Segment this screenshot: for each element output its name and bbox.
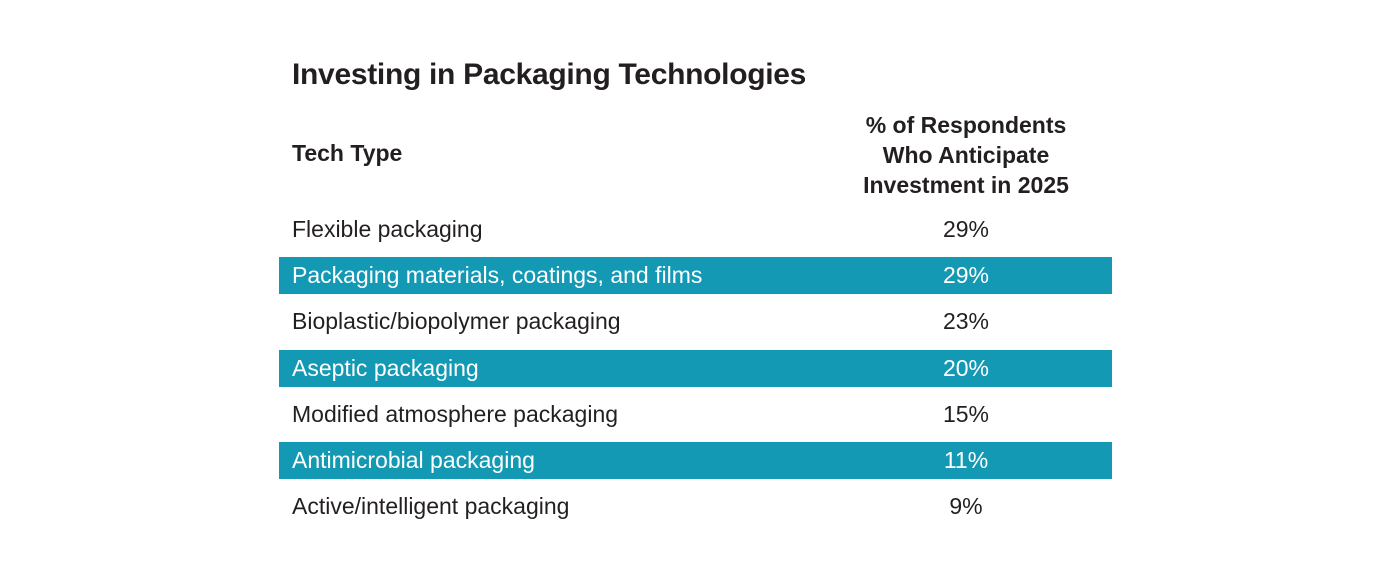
row-value: 23% [942, 308, 990, 335]
row-label: Antimicrobial packaging [292, 447, 535, 473]
header-line: % of Respondents [865, 112, 1067, 138]
row-label: Bioplastic/biopolymer packaging [292, 308, 621, 335]
table-title: Investing in Packaging Technologies [292, 58, 807, 91]
header-line: Investment in 2025 [863, 172, 1069, 198]
row-value: 9% [949, 493, 983, 520]
column-header-percent: % of Respondents Who Anticipate Investme… [816, 110, 1116, 200]
row-label: Aseptic packaging [292, 354, 479, 381]
table-row: Aseptic packaging 20% [279, 349, 1112, 387]
row-label: Modified atmosphere packaging [292, 400, 619, 427]
row-value: 11% [943, 447, 989, 473]
table-row: Modified atmosphere packaging 15% [279, 396, 1112, 433]
row-value: 20% [942, 354, 990, 381]
row-value: 29% [942, 262, 990, 289]
table-row: Packaging materials, coatings, and films… [279, 257, 1112, 295]
row-label: Flexible packaging [292, 216, 483, 242]
row-value: 15% [942, 400, 990, 427]
header-line: Who Anticipate [882, 142, 1050, 168]
row-label: Packaging materials, coatings, and films [292, 262, 703, 289]
row-value: 29% [942, 216, 990, 242]
table-row: Antimicrobial packaging 11% [279, 442, 1112, 479]
table-row: Flexible packaging 29% [279, 211, 1112, 248]
row-label: Active/intelligent packaging [292, 493, 570, 520]
table-row: Bioplastic/biopolymer packaging 23% [279, 303, 1112, 340]
column-header-tech-type: Tech Type [292, 140, 403, 166]
table-row: Active/intelligent packaging 9% [279, 488, 1112, 525]
